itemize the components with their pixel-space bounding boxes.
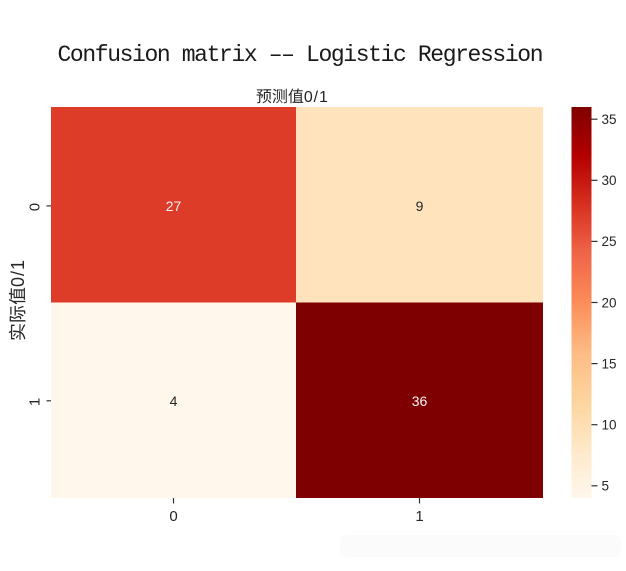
svg-text:4: 4 bbox=[170, 393, 178, 409]
svg-text:1: 1 bbox=[415, 508, 423, 525]
svg-text:0: 0 bbox=[304, 89, 313, 106]
svg-text:0: 0 bbox=[8, 277, 28, 287]
svg-text:25: 25 bbox=[602, 234, 617, 249]
svg-text:/: / bbox=[8, 271, 28, 276]
svg-text:Confusion matrix –– Logistic R: Confusion matrix –– Logistic Regression bbox=[58, 42, 544, 68]
svg-text:20: 20 bbox=[602, 295, 617, 310]
svg-text:0: 0 bbox=[169, 508, 177, 525]
svg-text:1: 1 bbox=[8, 260, 28, 270]
svg-text:5: 5 bbox=[602, 479, 610, 494]
svg-text:15: 15 bbox=[602, 356, 617, 371]
svg-text:27: 27 bbox=[166, 198, 182, 214]
svg-text:10: 10 bbox=[602, 418, 617, 433]
svg-text:36: 36 bbox=[412, 393, 428, 409]
svg-text:35: 35 bbox=[602, 112, 617, 127]
svg-text:/: / bbox=[314, 89, 319, 106]
svg-text:0: 0 bbox=[27, 203, 44, 211]
svg-text:9: 9 bbox=[416, 198, 424, 214]
svg-text:1: 1 bbox=[27, 398, 44, 406]
svg-text:30: 30 bbox=[602, 173, 617, 188]
svg-text:1: 1 bbox=[319, 89, 328, 106]
